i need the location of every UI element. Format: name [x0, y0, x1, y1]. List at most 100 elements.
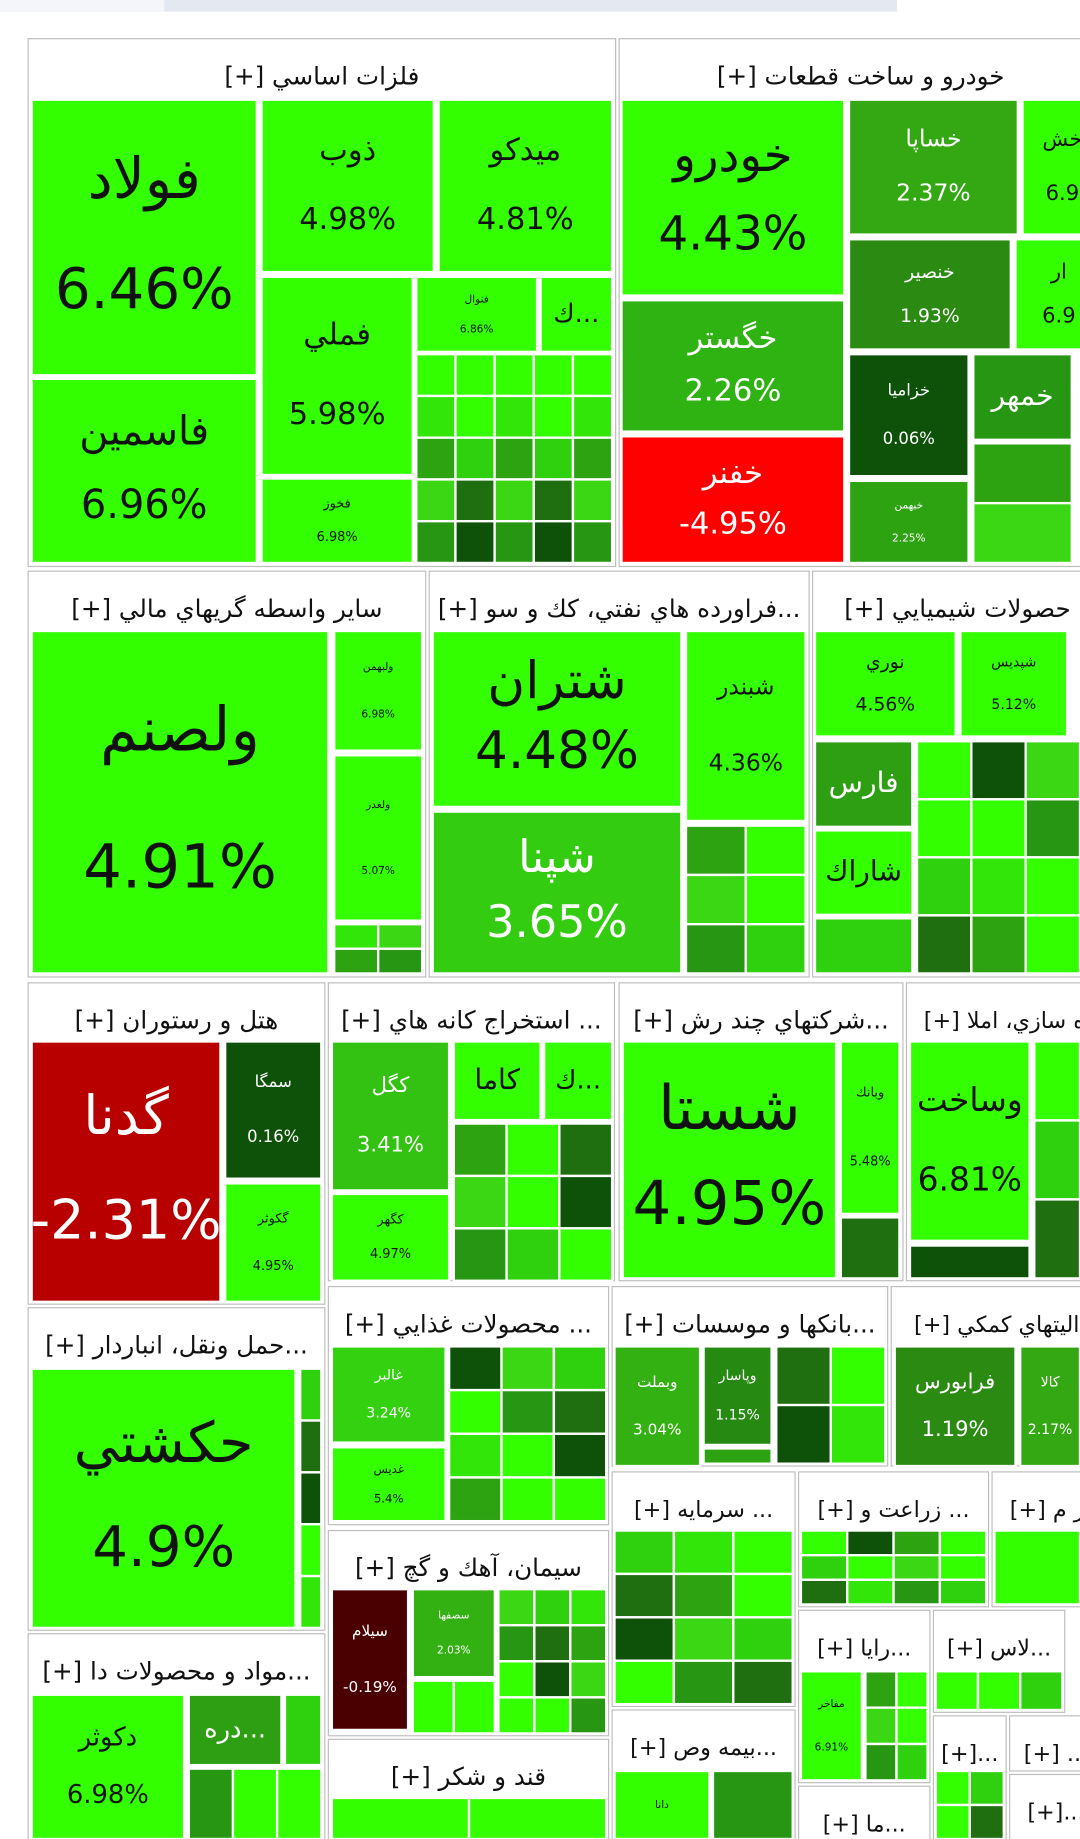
small-tile: [493, 394, 535, 439]
tile[interactable]: [260, 477, 414, 565]
tile[interactable]: [330, 1345, 447, 1444]
tile[interactable]: [847, 353, 970, 478]
tile[interactable]: [702, 1345, 773, 1447]
tile-name: ...دره: [204, 1714, 266, 1744]
tile[interactable]: [847, 98, 1020, 236]
small-tile: [454, 436, 496, 481]
tile[interactable]: [684, 629, 807, 823]
tile-name: شتران: [487, 651, 626, 711]
tile-change: 5.07%: [361, 865, 395, 877]
sector-title[interactable]: سيمان، آهك و گچ [+]: [355, 1553, 582, 1582]
sector-title[interactable]: اليتهاي كمكي [+]: [914, 1312, 1079, 1338]
sector-title[interactable]: ر م [+]: [1010, 1497, 1080, 1523]
small-tile: [672, 1659, 735, 1706]
sector-title[interactable]: ...بيمه وص [+]: [630, 1735, 777, 1761]
sector-title[interactable]: ...فراورده هاي نفتي، كك و سو [+]: [438, 594, 801, 623]
tile-name: وپاسار: [718, 1368, 757, 1384]
sector-title[interactable]: ... سرمايه [+]: [634, 1497, 773, 1523]
tile[interactable]: [415, 275, 539, 354]
sector-title[interactable]: حصولات شيميايي [+]: [844, 594, 1070, 623]
sector-title[interactable]: ... زراعت و [+]: [818, 1497, 970, 1523]
tile[interactable]: [187, 1693, 283, 1767]
tile[interactable]: [30, 1693, 186, 1839]
tile[interactable]: [30, 1367, 297, 1630]
tile-name: دانا: [655, 1799, 669, 1811]
tile[interactable]: [260, 275, 414, 477]
tile[interactable]: [431, 810, 683, 975]
sector: قند و شكر [+]: [327, 1738, 610, 1839]
tile-change: 3.41%: [357, 1132, 424, 1157]
tile[interactable]: [959, 629, 1069, 738]
tile[interactable]: [847, 238, 1012, 351]
tile[interactable]: [330, 1192, 451, 1282]
tile[interactable]: [437, 98, 614, 274]
tile-change: 4.43%: [658, 206, 807, 261]
tile[interactable]: [539, 275, 614, 354]
tile[interactable]: [333, 629, 424, 752]
sector-title[interactable]: ه سازي، املا [+]: [924, 1008, 1080, 1034]
sector-title[interactable]: ...بانكها و موسسات [+]: [624, 1309, 875, 1338]
tile[interactable]: [908, 1040, 1031, 1243]
small-tile: [799, 1529, 849, 1557]
tile[interactable]: [1021, 98, 1080, 236]
tile-change: 4.36%: [709, 748, 783, 776]
tile[interactable]: [620, 299, 846, 433]
tile[interactable]: [813, 829, 914, 916]
small-tile: [915, 856, 973, 917]
sector-title[interactable]: ... [+]: [1024, 1741, 1080, 1767]
sector-title[interactable]: ...[+]: [941, 1741, 998, 1767]
tile[interactable]: [333, 754, 424, 922]
small-tile: [533, 1660, 572, 1699]
tile[interactable]: [30, 98, 258, 377]
tile[interactable]: [431, 629, 683, 809]
tile[interactable]: [847, 479, 970, 565]
tile[interactable]: [330, 1040, 451, 1192]
tile[interactable]: [839, 1040, 901, 1216]
tile[interactable]: [330, 1588, 410, 1732]
tile[interactable]: [30, 377, 258, 565]
sector-title[interactable]: فلزات اساسي [+]: [224, 61, 419, 90]
tile-name: غديس: [373, 1462, 403, 1477]
tile[interactable]: [1014, 238, 1080, 351]
tile[interactable]: [30, 1040, 222, 1304]
tile[interactable]: [620, 435, 846, 565]
sector-title[interactable]: ... استخراج كانه هاي [+]: [341, 1006, 602, 1035]
small-tile: [493, 353, 535, 398]
tile[interactable]: [411, 1588, 497, 1679]
tile[interactable]: [223, 1040, 323, 1180]
tile[interactable]: [813, 740, 914, 829]
tile-name: گكوثر: [257, 1210, 289, 1226]
tile[interactable]: [330, 1446, 447, 1523]
sector-title[interactable]: ...حمل ونقل، انباردار [+]: [45, 1330, 308, 1359]
tile[interactable]: [893, 1345, 1017, 1468]
sector-title[interactable]: ...مواد و محصولات دا [+]: [42, 1656, 310, 1685]
tile[interactable]: [813, 629, 957, 738]
tile[interactable]: [260, 98, 436, 274]
tile[interactable]: [972, 353, 1073, 441]
sector-title[interactable]: ...شركتهاي چند رش [+]: [633, 1006, 889, 1035]
tile-name: وبانك: [856, 1086, 884, 1101]
sector-title[interactable]: قند و شكر [+]: [391, 1762, 546, 1791]
tile[interactable]: [613, 1769, 711, 1839]
small-tile: [938, 1554, 988, 1581]
small-tile: [467, 1796, 608, 1839]
sector-title[interactable]: ...لاس [+]: [947, 1636, 1051, 1662]
tile[interactable]: [223, 1182, 323, 1304]
tile[interactable]: [613, 1345, 702, 1468]
tile[interactable]: [30, 629, 330, 975]
small-tile: [744, 873, 807, 926]
sector-title[interactable]: خودرو و ساخت قطعات [+]: [717, 61, 1005, 90]
tile[interactable]: [542, 1040, 614, 1122]
tile[interactable]: [452, 1040, 542, 1122]
tile[interactable]: [621, 1040, 838, 1280]
sector-title[interactable]: ساير واسطه گريهاي مالي [+]: [71, 594, 382, 623]
tile[interactable]: [620, 98, 846, 297]
sector-title[interactable]: هتل و رستوران [+]: [75, 1006, 279, 1035]
tile[interactable]: [1019, 1345, 1080, 1468]
small-tile: [1033, 1040, 1080, 1122]
sector-title[interactable]: ...ما [+]: [823, 1811, 906, 1837]
sector-title[interactable]: ...رايا [+]: [817, 1636, 911, 1662]
sector-title[interactable]: ...[+]: [1027, 1800, 1080, 1826]
sector-title[interactable]: ... محصولات غذايي [+]: [345, 1309, 592, 1338]
tile[interactable]: [799, 1670, 864, 1782]
